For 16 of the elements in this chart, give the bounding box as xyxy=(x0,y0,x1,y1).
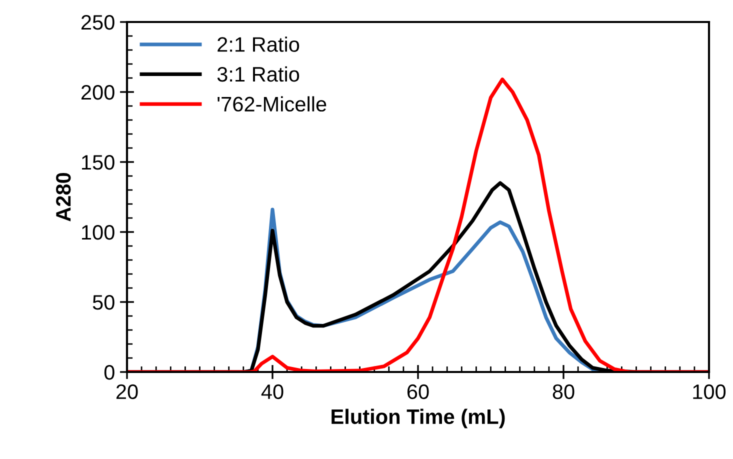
y-tick-label: 200 xyxy=(81,85,114,100)
y-tick-label: 250 xyxy=(81,15,114,30)
x-tick-label: 100 xyxy=(693,384,726,400)
y-axis-title: A280 xyxy=(56,172,71,222)
legend-label: 2:1 Ratio xyxy=(218,36,300,52)
x-tick-label: 60 xyxy=(407,384,429,400)
y-tick-label: 150 xyxy=(82,155,114,170)
y-tick-label: 50 xyxy=(92,295,114,310)
y-tick-label: 0 xyxy=(104,365,114,380)
x-tick-label: 20 xyxy=(116,384,138,400)
y-tick-label: 100 xyxy=(82,225,114,240)
legend-label: 3:1 Ratio xyxy=(217,66,300,82)
x-axis-title: Elution Time (mL) xyxy=(332,408,505,428)
x-tick-label: 40 xyxy=(261,384,284,400)
x-tick-label: 80 xyxy=(552,384,574,400)
legend-label: '762-Micelle xyxy=(218,96,326,112)
